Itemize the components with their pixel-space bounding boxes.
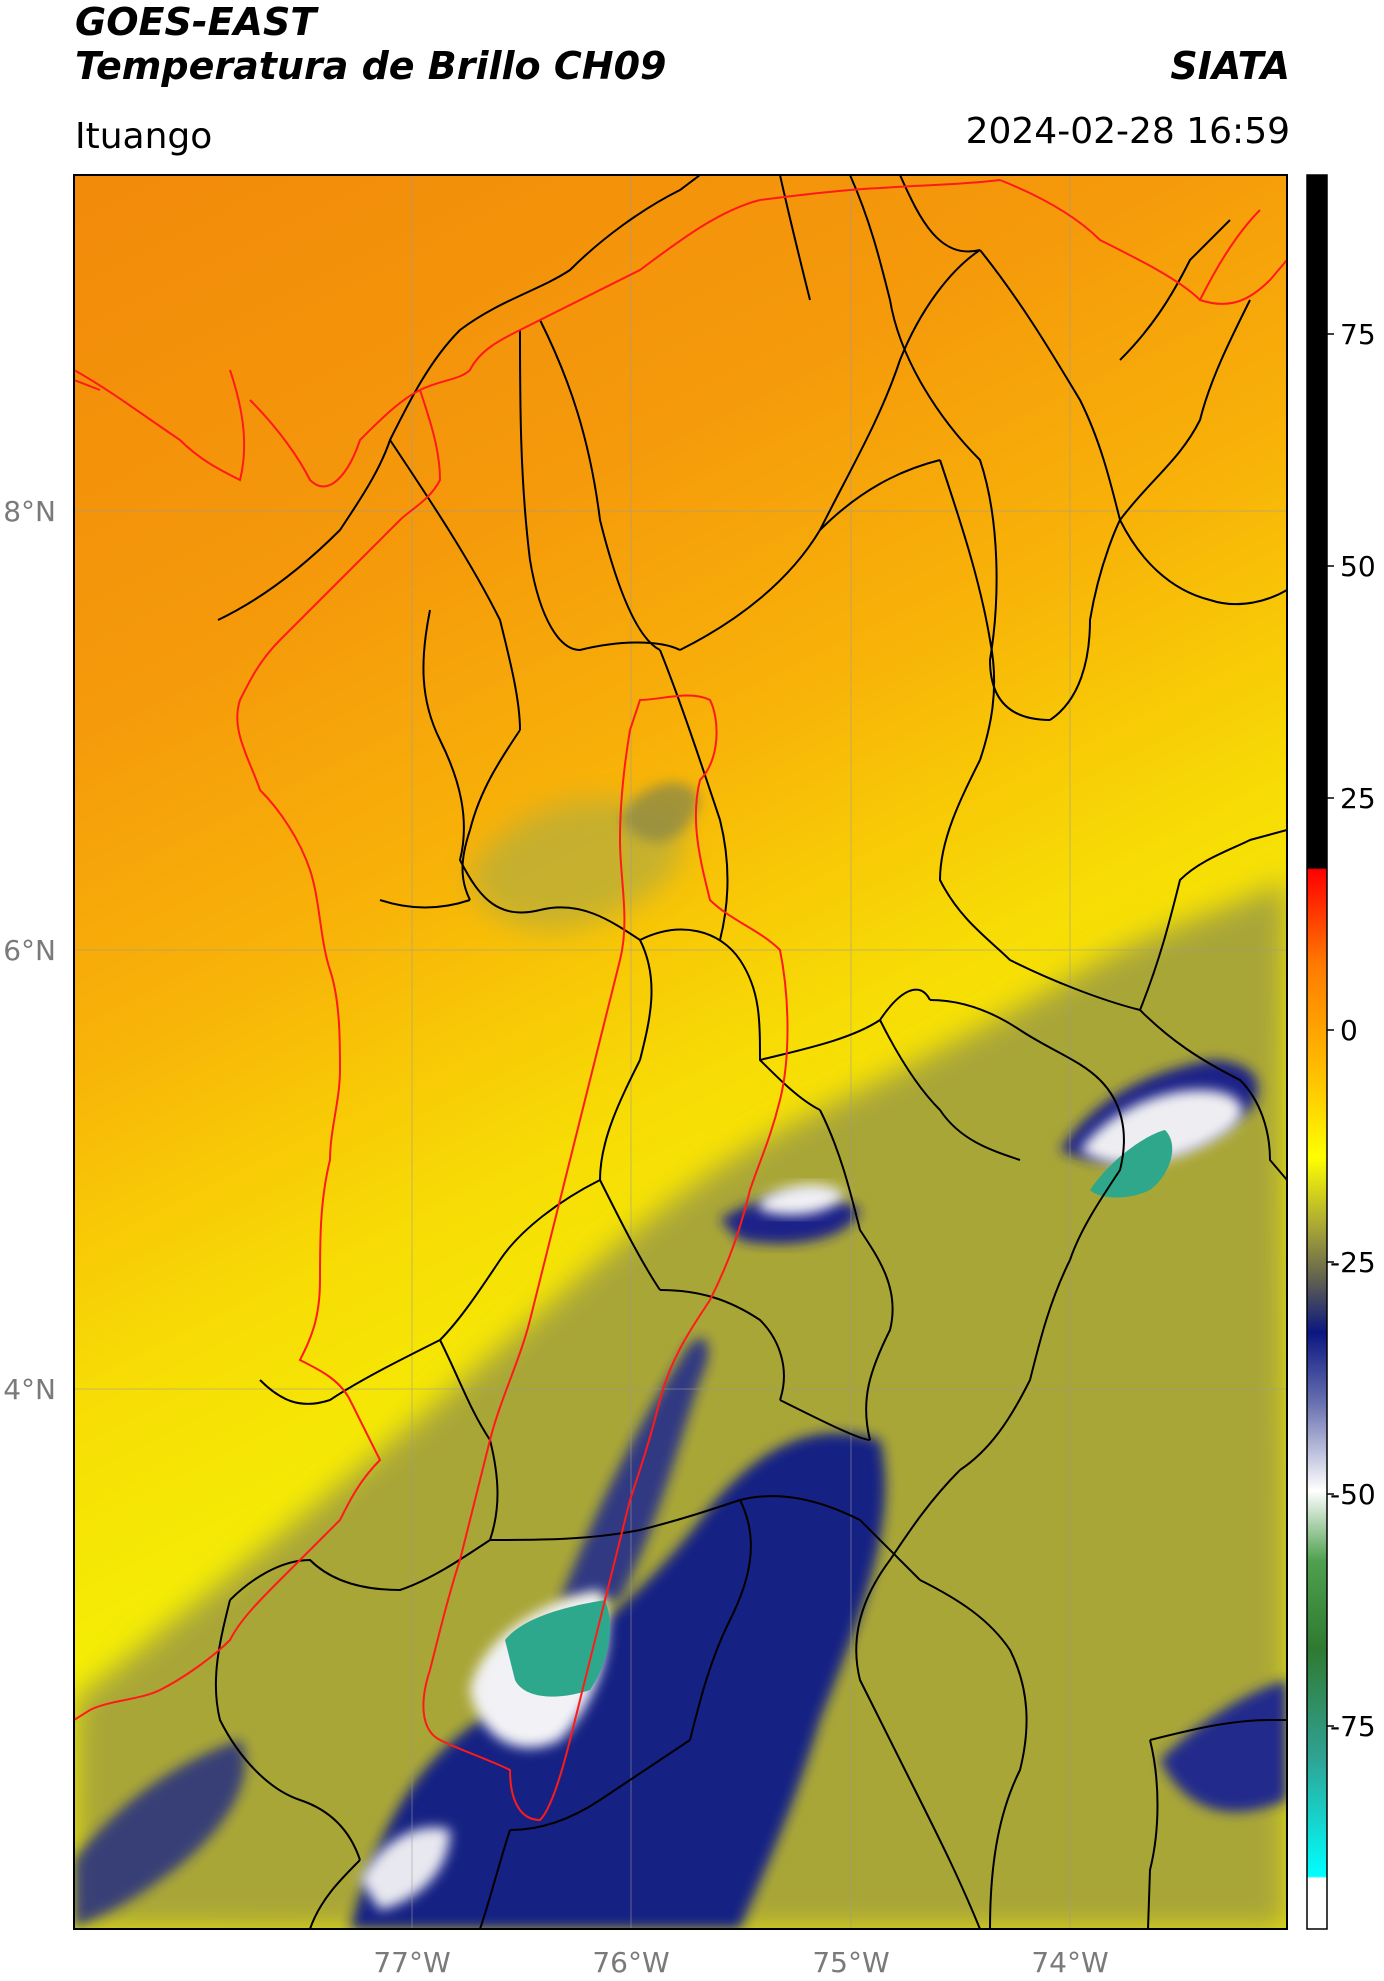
colorbar-tick-label: -75: [1330, 1710, 1376, 1743]
colorbar-tick-label: 50: [1340, 550, 1376, 583]
lat-tick-label: 4°N: [3, 1373, 56, 1406]
colorbar-tick-label: 0: [1340, 1014, 1358, 1047]
title-line-2: Temperatura de Brillo CH09: [75, 44, 667, 88]
cloud-white-northeast: [1080, 1090, 1243, 1165]
cloud-navy-band: [560, 1338, 709, 1600]
colorbar-tick-label: -50: [1330, 1478, 1376, 1511]
basin-outline: [422, 694, 789, 1822]
lon-tick-label: 74°W: [1031, 1946, 1108, 1979]
department-boundaries: [214, 175, 1287, 1929]
region-label: Ituango: [75, 116, 213, 157]
coastline: [74, 179, 1287, 1721]
cloud-white-lower: [360, 1827, 450, 1910]
cloud-navy-west: [74, 1740, 246, 1929]
cloud-navy-south: [350, 1432, 886, 1929]
lat-tick-label: 8°N: [3, 495, 56, 528]
datetime-label: 2024-02-28 16:59: [965, 111, 1290, 152]
cloud-core-south: [505, 1600, 610, 1697]
colorbar-tick-label: -25: [1330, 1246, 1376, 1279]
colorbar-tick-label: 25: [1340, 782, 1376, 815]
colorbar-tick-label: 75: [1340, 318, 1376, 351]
map-frame: [73, 174, 1288, 1930]
organization-label: SIATA: [1170, 44, 1290, 88]
cloud-navy-east: [1160, 1680, 1287, 1812]
lon-tick-label: 76°W: [592, 1946, 669, 1979]
cloud-olive-upper: [620, 782, 700, 842]
colorbar: 75 50 25 0 -25 -50 -75: [1306, 174, 1376, 1930]
title-line-1: GOES-EAST: [75, 0, 317, 44]
lon-tick-label: 75°W: [812, 1946, 889, 1979]
graticule: [74, 175, 1287, 1929]
cloud-core-northeast: [1090, 1130, 1173, 1198]
lat-tick-label: 6°N: [3, 934, 56, 967]
cloud-olive-patch: [470, 799, 684, 930]
lon-tick-label: 77°W: [373, 1946, 450, 1979]
cloud-white-center: [760, 1184, 845, 1215]
